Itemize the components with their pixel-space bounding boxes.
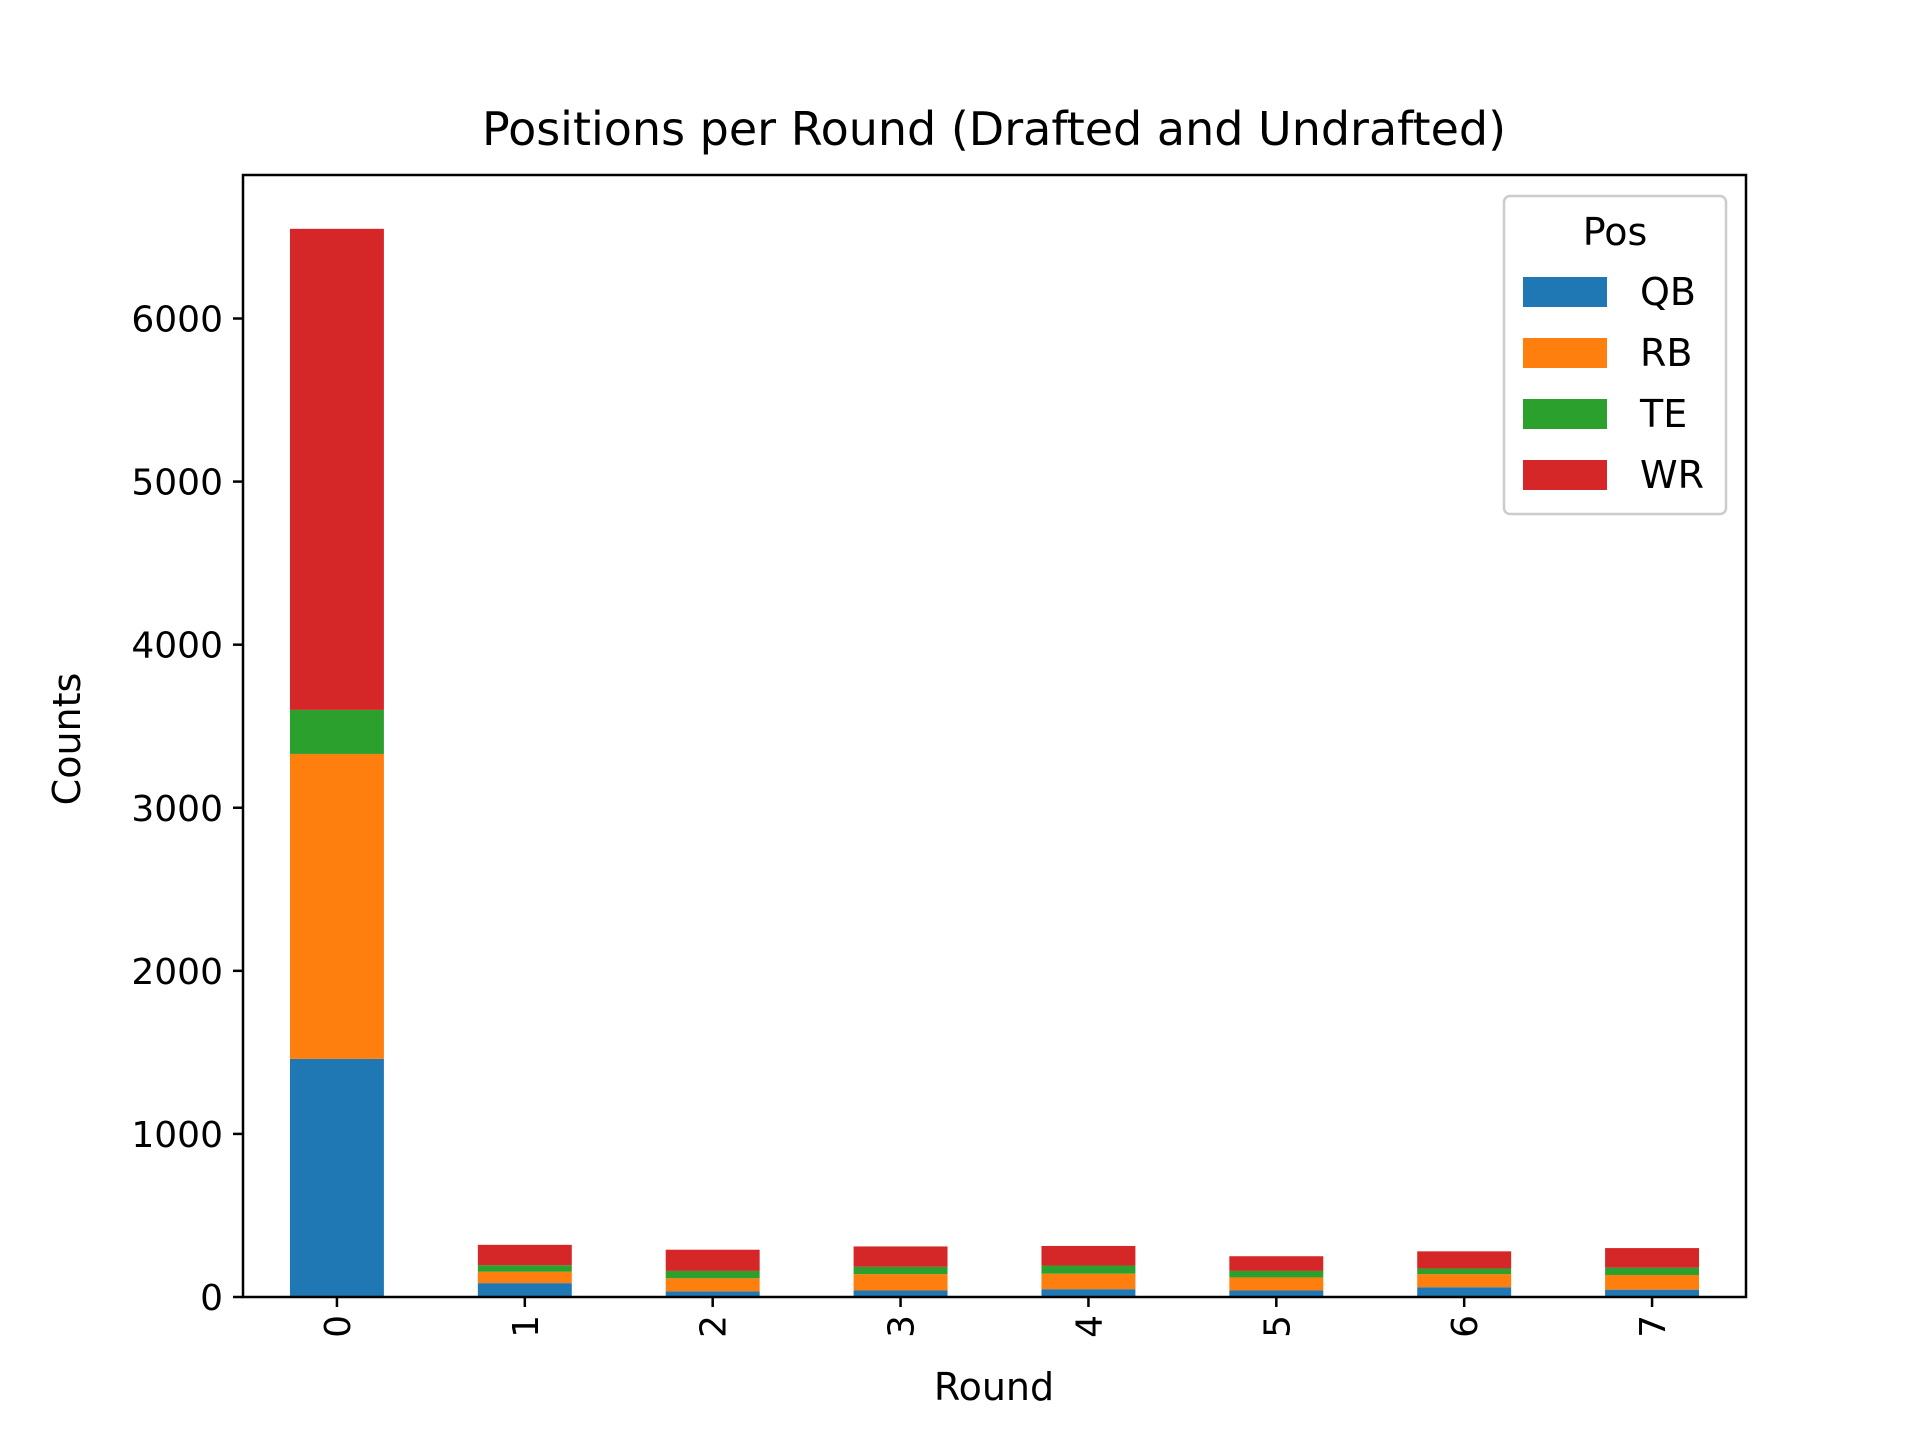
bar-round-1-qb bbox=[477, 1283, 572, 1297]
bar-round-7-qb bbox=[1605, 1289, 1700, 1297]
bar-round-3-rb bbox=[853, 1274, 948, 1291]
bar-round-1-rb bbox=[477, 1271, 572, 1284]
bar-round-6-qb bbox=[1417, 1287, 1512, 1297]
bar-round-0-qb bbox=[289, 1058, 384, 1297]
plot-frame bbox=[241, 173, 1748, 1299]
x-axis-label: Round bbox=[934, 1365, 1054, 1409]
legend-swatch-rb bbox=[1523, 338, 1607, 368]
bar-round-4-te bbox=[1041, 1265, 1136, 1274]
bar-round-3-qb bbox=[853, 1290, 948, 1297]
x-tick-label: 7 bbox=[1633, 1315, 1674, 1338]
bar-round-6-wr bbox=[1417, 1251, 1512, 1269]
bar-round-1-te bbox=[477, 1265, 572, 1272]
bar-round-7-rb bbox=[1605, 1274, 1700, 1290]
x-tick-label: 1 bbox=[506, 1315, 547, 1338]
bar-round-5-rb bbox=[1229, 1277, 1324, 1291]
y-tick-label: 0 bbox=[200, 1278, 223, 1319]
bar-round-7-te bbox=[1605, 1267, 1700, 1275]
bar-round-3-wr bbox=[853, 1246, 948, 1267]
x-tick-label: 3 bbox=[882, 1315, 923, 1338]
bar-round-2-rb bbox=[665, 1278, 760, 1292]
legend-box bbox=[1502, 194, 1728, 516]
y-tick-label: 2000 bbox=[131, 952, 223, 993]
bar-round-4-qb bbox=[1041, 1289, 1136, 1297]
x-axis-ticks: 0 1 2 3 4 5 6 7 bbox=[318, 1297, 1674, 1338]
chart-title: Positions per Round (Drafted and Undraft… bbox=[482, 102, 1506, 156]
bar-round-7-wr bbox=[1605, 1248, 1700, 1268]
legend-label-te: TE bbox=[1639, 392, 1687, 436]
legend-swatch-te bbox=[1523, 399, 1607, 429]
y-tick-label: 5000 bbox=[131, 463, 223, 504]
legend-label-rb: RB bbox=[1640, 331, 1692, 375]
bar-round-2-te bbox=[665, 1270, 760, 1279]
legend-label-qb: QB bbox=[1640, 270, 1696, 314]
bar-round-2-qb bbox=[665, 1291, 760, 1297]
bar-round-5-qb bbox=[1229, 1290, 1324, 1297]
bar-round-4-rb bbox=[1041, 1273, 1136, 1290]
legend-swatch-qb bbox=[1523, 277, 1607, 307]
bar-round-0-te bbox=[289, 709, 384, 754]
x-tick-label: 0 bbox=[318, 1315, 359, 1338]
y-tick-label: 3000 bbox=[131, 789, 223, 830]
bar-round-4-wr bbox=[1041, 1245, 1136, 1266]
legend-swatch-wr bbox=[1523, 460, 1607, 490]
y-tick-label: 1000 bbox=[131, 1115, 223, 1156]
x-tick-label: 4 bbox=[1069, 1315, 1110, 1338]
y-axis-ticks: 0 1000 2000 3000 4000 5000 6000 bbox=[131, 300, 243, 1319]
y-axis-label: Counts bbox=[45, 673, 89, 806]
y-tick-label: 4000 bbox=[131, 626, 223, 667]
legend-title: Pos bbox=[1583, 210, 1648, 254]
bar-round-6-rb bbox=[1417, 1274, 1512, 1288]
bar-round-1-wr bbox=[477, 1244, 572, 1266]
y-tick-label: 6000 bbox=[131, 300, 223, 341]
legend-entries: QB RB TE WR bbox=[1523, 270, 1704, 497]
x-tick-label: 6 bbox=[1445, 1315, 1486, 1338]
legend-label-wr: WR bbox=[1640, 453, 1704, 497]
legend: Pos QB RB TE WR bbox=[1502, 194, 1728, 516]
bar-round-0-wr bbox=[289, 228, 384, 710]
bar-round-5-te bbox=[1229, 1270, 1324, 1278]
x-tick-label: 5 bbox=[1257, 1315, 1298, 1338]
bar-round-6-te bbox=[1417, 1268, 1512, 1275]
bars-layer bbox=[289, 228, 1700, 1297]
x-tick-label: 2 bbox=[694, 1315, 735, 1338]
bar-round-2-wr bbox=[665, 1249, 760, 1271]
bar-round-3-te bbox=[853, 1266, 948, 1275]
bar-round-5-wr bbox=[1229, 1256, 1324, 1271]
bar-round-0-rb bbox=[289, 753, 384, 1059]
